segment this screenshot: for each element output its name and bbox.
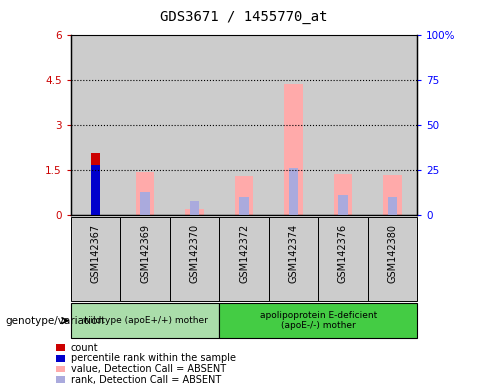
Text: GSM142369: GSM142369 — [140, 224, 150, 283]
Text: GSM142376: GSM142376 — [338, 224, 348, 283]
Text: GSM142380: GSM142380 — [387, 224, 398, 283]
Text: apolipoprotein E-deficient
(apoE-/-) mother: apolipoprotein E-deficient (apoE-/-) mot… — [260, 311, 377, 330]
Bar — [338, 195, 348, 215]
Bar — [91, 164, 100, 215]
Bar — [185, 209, 204, 215]
Bar — [269, 35, 318, 215]
Bar — [383, 175, 402, 215]
Text: GSM142370: GSM142370 — [189, 224, 200, 283]
Text: genotype/variation: genotype/variation — [5, 316, 104, 326]
Bar — [235, 176, 253, 215]
Bar — [288, 168, 299, 215]
Text: GDS3671 / 1455770_at: GDS3671 / 1455770_at — [160, 10, 328, 23]
Text: value, Detection Call = ABSENT: value, Detection Call = ABSENT — [71, 364, 226, 374]
Bar — [170, 35, 219, 215]
Bar — [136, 172, 154, 215]
Text: wildtype (apoE+/+) mother: wildtype (apoE+/+) mother — [82, 316, 207, 325]
Bar — [318, 35, 368, 215]
Bar — [71, 35, 120, 215]
Text: GSM142374: GSM142374 — [288, 224, 299, 283]
Bar — [387, 197, 397, 215]
Bar — [56, 344, 65, 351]
Bar — [56, 366, 65, 372]
Bar — [56, 376, 65, 383]
Text: rank, Detection Call = ABSENT: rank, Detection Call = ABSENT — [71, 375, 221, 384]
Text: percentile rank within the sample: percentile rank within the sample — [71, 353, 236, 363]
Bar — [140, 192, 150, 215]
Bar — [91, 153, 101, 215]
Bar — [368, 35, 417, 215]
Bar — [189, 200, 200, 215]
Bar — [56, 355, 65, 362]
Bar — [239, 197, 249, 215]
Bar — [219, 35, 269, 215]
Text: GSM142367: GSM142367 — [90, 224, 101, 283]
Bar — [120, 35, 170, 215]
Bar — [334, 174, 352, 215]
Text: GSM142372: GSM142372 — [239, 224, 249, 283]
Bar — [284, 84, 303, 215]
Text: count: count — [71, 343, 99, 353]
